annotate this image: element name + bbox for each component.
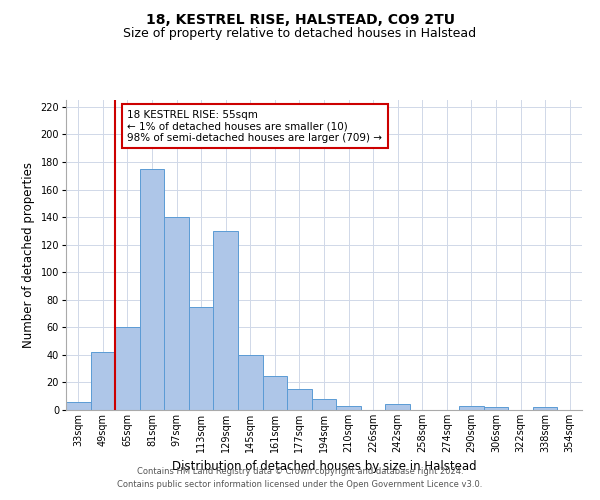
Bar xyxy=(459,406,484,410)
X-axis label: Distribution of detached houses by size in Halstead: Distribution of detached houses by size … xyxy=(172,460,476,473)
Text: Size of property relative to detached houses in Halstead: Size of property relative to detached ho… xyxy=(124,28,476,40)
Bar xyxy=(533,407,557,410)
Bar xyxy=(385,404,410,410)
Bar xyxy=(214,231,238,410)
Text: 18, KESTREL RISE, HALSTEAD, CO9 2TU: 18, KESTREL RISE, HALSTEAD, CO9 2TU xyxy=(146,12,455,26)
Y-axis label: Number of detached properties: Number of detached properties xyxy=(22,162,35,348)
Bar xyxy=(263,376,287,410)
Text: 18 KESTREL RISE: 55sqm
← 1% of detached houses are smaller (10)
98% of semi-deta: 18 KESTREL RISE: 55sqm ← 1% of detached … xyxy=(127,110,382,143)
Bar xyxy=(140,169,164,410)
Bar xyxy=(336,406,361,410)
Bar xyxy=(484,407,508,410)
Bar xyxy=(164,217,189,410)
Bar xyxy=(66,402,91,410)
Bar xyxy=(91,352,115,410)
Bar xyxy=(115,328,140,410)
Text: Contains public sector information licensed under the Open Government Licence v3: Contains public sector information licen… xyxy=(118,480,482,489)
Bar xyxy=(189,306,214,410)
Bar xyxy=(312,399,336,410)
Text: Contains HM Land Registry data © Crown copyright and database right 2024.: Contains HM Land Registry data © Crown c… xyxy=(137,467,463,476)
Bar xyxy=(287,390,312,410)
Bar xyxy=(238,355,263,410)
